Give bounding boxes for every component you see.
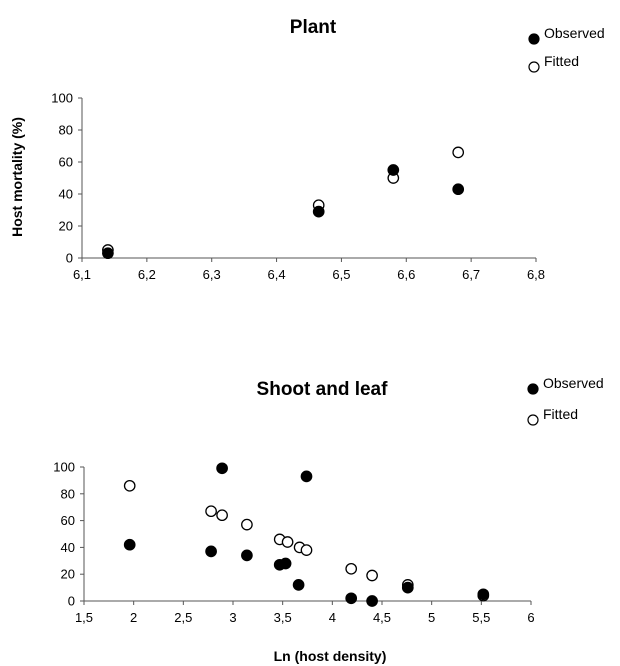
shoot-leaf-x-tick-label: 1,5	[75, 610, 93, 625]
plant-x-tick-label: 6,8	[527, 267, 545, 282]
plant-x-tick-label: 6,5	[332, 267, 350, 282]
shoot-leaf-observed-point	[477, 588, 490, 601]
plant-legend-observed-marker	[528, 33, 540, 45]
plant-observed-point	[312, 205, 325, 218]
plant-legend-fitted-marker	[528, 61, 540, 73]
plant-plot-area: 0 20 40 60 80 100 6,1 6,2 6,3 6,4 6,5 6,6 6,7 6,8	[51, 91, 545, 283]
plant-observed-point	[452, 183, 465, 196]
shoot-leaf-x-tick-label: 5	[428, 610, 435, 625]
plant-y-tick-label: 40	[59, 187, 73, 202]
shoot-leaf-x-tick-label: 2	[130, 610, 137, 625]
shoot-leaf-fitted-point	[300, 544, 313, 556]
plant-y-tick-label: 60	[59, 155, 73, 170]
shoot-leaf-x-tick-label: 4	[329, 610, 336, 625]
shoot-leaf-x-tick-label: 4,5	[373, 610, 391, 625]
plant-y-tick-label: 20	[59, 219, 73, 234]
plant-observed-point	[387, 164, 400, 176]
plant-x-tick-label: 6,7	[462, 267, 480, 282]
shoot-leaf-fitted-point	[123, 479, 136, 492]
shoot-leaf-observed-point	[300, 470, 313, 483]
plant-y-tick-label: 80	[59, 123, 73, 138]
shoot-leaf-x-tick-label: 3	[229, 610, 236, 625]
shoot-leaf-observed-point	[241, 549, 253, 562]
shoot-leaf-observed-point	[216, 462, 228, 475]
shoot-leaf-plot-area: 0 20 40 60 80 100 1,5 2 2,5 3 3,5 4 4,5 5 5,5 6	[53, 460, 534, 626]
plant-y-tick-label: 0	[66, 251, 73, 266]
shoot-leaf-observed-point	[401, 581, 414, 594]
plant-fitted-point	[452, 146, 465, 159]
plant-x-tick-label: 6,1	[73, 267, 91, 282]
shoot-leaf-observed-point	[345, 592, 358, 605]
shoot-leaf-y-tick-label: 20	[61, 567, 75, 582]
plant-y-axis-label: Host mortality (%)	[9, 117, 25, 237]
shoot-leaf-y-tick-label: 0	[68, 594, 75, 609]
shoot-leaf-fitted-point	[345, 562, 358, 575]
shoot-leaf-x-tick-label: 3,5	[274, 610, 292, 625]
plant-x-tick-label: 6,2	[138, 267, 156, 282]
shoot-leaf-legend-fitted-marker	[527, 414, 539, 426]
shoot-leaf-observed-point	[279, 557, 292, 570]
shoot-leaf-fitted-point	[281, 536, 294, 548]
shoot-leaf-y-tick-label: 60	[61, 513, 75, 528]
shoot-leaf-panel: Shoot and leaf Ln (host density) Observe…	[53, 375, 603, 664]
plant-observed-point	[102, 247, 114, 260]
shoot-leaf-fitted-point	[216, 509, 228, 522]
shoot-leaf-y-tick-label: 100	[53, 460, 75, 475]
shoot-leaf-x-axis-label: Ln (host density)	[274, 648, 387, 664]
shoot-leaf-y-tick-label: 80	[61, 486, 75, 501]
shoot-leaf-fitted-point	[205, 505, 217, 518]
plant-x-tick-label: 6,6	[397, 267, 415, 282]
shoot-leaf-x-tick-label: 2,5	[174, 610, 192, 625]
shoot-leaf-observed-point	[366, 595, 378, 607]
shoot-leaf-observed-point	[123, 538, 136, 551]
plant-x-tick-label: 6,3	[203, 267, 221, 282]
shoot-leaf-x-tick-label: 5,5	[472, 610, 490, 625]
shoot-leaf-y-tick-label: 40	[61, 540, 75, 555]
plant-legend-fitted-label: Fitted	[544, 53, 579, 69]
plant-panel: Plant Host mortality (%) Observed Fitted…	[9, 17, 605, 282]
plant-chart-title: Plant	[290, 17, 337, 38]
shoot-leaf-legend-observed-marker	[527, 383, 539, 395]
shoot-leaf-observed-point	[292, 579, 305, 591]
shoot-leaf-fitted-point	[366, 569, 378, 582]
shoot-leaf-legend-observed-label: Observed	[543, 375, 604, 391]
shoot-leaf-chart-title: Shoot and leaf	[257, 379, 389, 400]
plant-y-tick-label: 100	[51, 91, 73, 106]
shoot-leaf-x-tick-label: 6	[527, 610, 534, 625]
plant-legend-observed-label: Observed	[544, 25, 605, 41]
shoot-leaf-legend-fitted-label: Fitted	[543, 406, 578, 422]
plant-legend: Observed Fitted	[528, 25, 605, 73]
shoot-leaf-fitted-point	[241, 518, 253, 531]
plant-x-tick-label: 6,4	[268, 267, 286, 282]
shoot-leaf-observed-point	[205, 545, 217, 558]
shoot-leaf-legend: Observed Fitted	[527, 375, 604, 426]
